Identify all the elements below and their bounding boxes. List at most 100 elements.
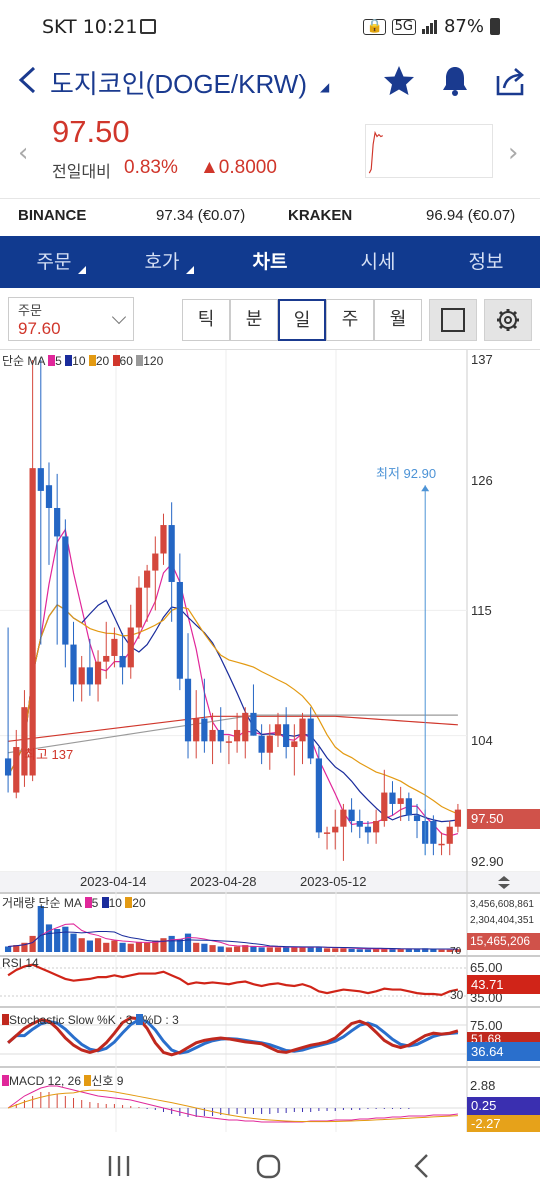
ma-line-10: [7, 599, 458, 823]
order-price-select[interactable]: 주문 97.60: [8, 297, 134, 341]
volume-bar: [94, 938, 102, 952]
x-tick-label: 2023-04-28: [190, 874, 257, 889]
candle-body: [438, 843, 445, 846]
stochastic-legend: Stochastic Slow %K : 3 %D : 3: [2, 1013, 179, 1027]
y-tick-label: 137: [471, 352, 493, 367]
candle-body: [86, 667, 93, 685]
x-tick-label: 2023-05-12: [300, 874, 367, 889]
recents-icon[interactable]: [106, 1154, 132, 1178]
volume-bar: [225, 947, 233, 952]
coin-title[interactable]: 도지코인(DOGE/KRW): [50, 69, 307, 99]
candle-body: [62, 536, 69, 645]
candle-body: [70, 644, 77, 685]
candle-body: [119, 655, 126, 668]
volume-label: 거래량 단순 MA: [2, 896, 82, 910]
volume-bar: [193, 942, 200, 952]
volume-bar: [405, 949, 412, 952]
prev-coin-icon[interactable]: ‹: [18, 138, 29, 168]
tab-market[interactable]: 시세: [360, 251, 396, 273]
stochastic-d-marker: 36.64: [467, 1042, 540, 1061]
volume-bar: [37, 906, 44, 952]
square-icon: [441, 308, 465, 332]
volume-bar: [438, 949, 445, 952]
main-tabs: 주문 호가 차트 시세 정보: [0, 236, 540, 288]
back-arrow-icon[interactable]: [16, 66, 40, 94]
volume-bar: [4, 946, 12, 952]
ma-swatch: [84, 897, 92, 908]
candle-body: [356, 821, 363, 827]
candle-body: [13, 747, 20, 793]
change-percent: 0.83%: [124, 157, 178, 178]
stochastic-d-label: %D : 3: [142, 1013, 179, 1027]
candle-body: [299, 718, 306, 742]
ma-swatch: [101, 897, 109, 908]
tab-order[interactable]: 주문: [0, 236, 108, 288]
mini-chart[interactable]: [365, 124, 493, 178]
volume-bar: [78, 938, 85, 952]
candle-body: [21, 707, 28, 776]
ma-period: 5: [55, 354, 62, 368]
tab-chart[interactable]: 차트: [252, 251, 288, 273]
current-price-marker: 97.50: [467, 809, 540, 829]
ma-legend: 단순 MA 5 10 20 60 120: [2, 352, 163, 369]
gear-icon: [497, 309, 519, 331]
home-icon[interactable]: [256, 1154, 282, 1180]
volume-bar: [381, 948, 388, 952]
signal-icon: [421, 19, 438, 34]
candle-body: [135, 587, 143, 628]
period-week[interactable]: 주: [326, 299, 374, 341]
candle-body: [258, 735, 265, 753]
star-icon[interactable]: [382, 64, 416, 98]
volume-bar: [103, 942, 110, 952]
ma-line-60: [8, 715, 458, 742]
tab-info[interactable]: 정보: [468, 251, 504, 273]
settings-button[interactable]: [484, 299, 532, 341]
ma-swatch: [48, 355, 56, 366]
period-day[interactable]: 일: [278, 299, 326, 341]
share-icon[interactable]: [494, 64, 528, 98]
next-coin-icon[interactable]: ›: [508, 138, 519, 168]
candle-body: [127, 627, 134, 668]
rsi-bottom-tick: 30: [450, 988, 464, 1002]
bell-icon[interactable]: [438, 64, 472, 98]
fullscreen-button[interactable]: [429, 299, 477, 341]
price-chart[interactable]: [0, 350, 540, 1132]
volume-bar: [111, 940, 118, 952]
candle-body: [184, 678, 192, 742]
period-minute[interactable]: 분: [230, 299, 278, 341]
candle-body: [233, 729, 241, 742]
volume-bar: [397, 949, 404, 952]
resize-handle-icon[interactable]: [496, 874, 512, 890]
volume-bar: [274, 947, 282, 952]
candle-body: [45, 485, 53, 508]
change-amount: ▲0.8000: [200, 157, 277, 178]
volume-bar: [283, 946, 290, 952]
ma-period: 5: [91, 896, 99, 910]
chart-area[interactable]: 단순 MA 5 10 20 60 120 137 126 115 104 92.…: [0, 350, 540, 1132]
status-time: SKT 10:21: [42, 16, 138, 38]
candle-body: [193, 718, 200, 742]
volume-bar: [217, 946, 224, 952]
ma-line-20: [7, 603, 459, 815]
tab-orderbook[interactable]: 호가: [108, 236, 216, 288]
status-right: 🔒 5G 87%: [363, 16, 500, 37]
period-tick[interactable]: 틱: [182, 299, 230, 341]
volume-bar: [299, 947, 306, 952]
battery-percent: 87%: [443, 16, 484, 37]
candle-body: [274, 724, 282, 736]
period-month[interactable]: 월: [374, 299, 422, 341]
back-icon[interactable]: [410, 1152, 432, 1180]
title-dropdown-icon[interactable]: ◢: [320, 80, 330, 94]
candle-body: [291, 741, 298, 748]
macd-marker: 0.25: [467, 1097, 540, 1115]
candle-body: [94, 661, 102, 685]
candle-body: [373, 821, 380, 833]
exchange-name: BINANCE: [18, 207, 87, 224]
battery-icon: [490, 18, 500, 35]
volume-bar: [422, 948, 429, 952]
volume-bar: [250, 946, 257, 952]
macd-line: [7, 1085, 458, 1123]
ma-swatch: [65, 355, 73, 366]
price-summary: ‹ 97.50 전일대비 0.83% ▲0.8000 ›: [0, 108, 540, 196]
volume-bar: [373, 948, 380, 952]
